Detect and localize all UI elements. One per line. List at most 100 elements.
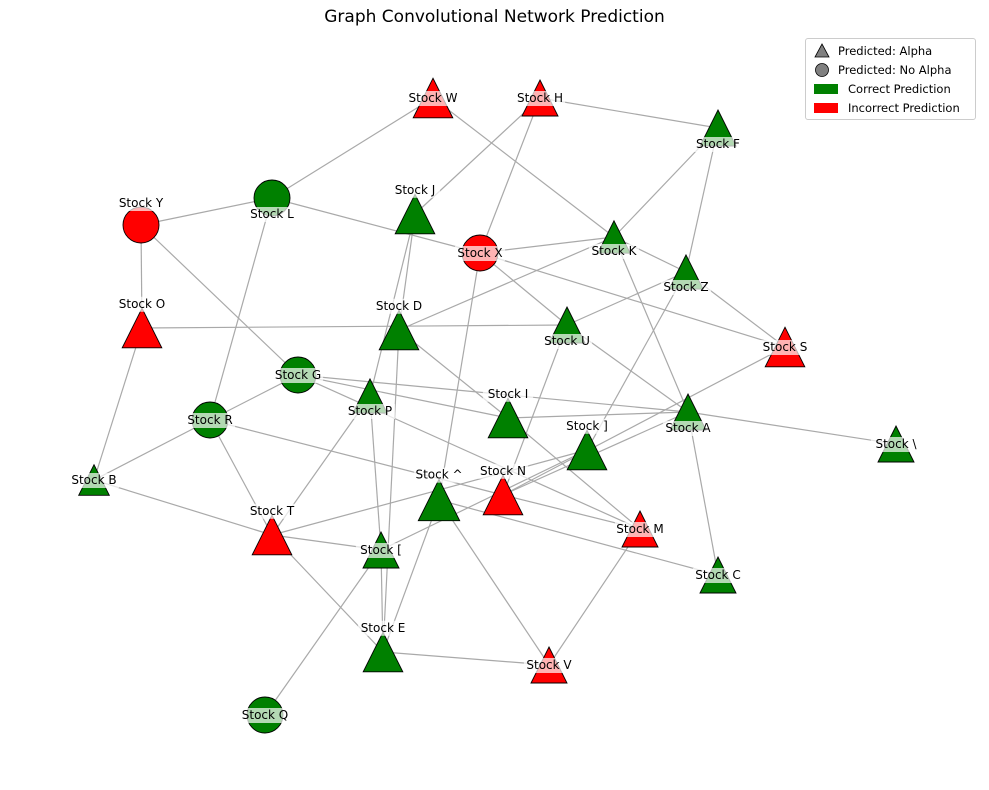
graph-edge	[140, 197, 273, 226]
graph-edge	[507, 411, 689, 419]
node-e: Stock E	[357, 620, 409, 673]
triangle-node-marker	[362, 631, 404, 673]
node-label: Stock Q	[242, 708, 288, 722]
graph-edge	[432, 97, 615, 238]
node-label-background	[660, 280, 712, 295]
node-label-background	[662, 421, 714, 436]
node-t: Stock T	[246, 503, 298, 556]
node-label: Stock H	[517, 91, 563, 105]
node-i: Stock I	[482, 386, 534, 439]
nodes-layer: Stock A Stock B Stock C Stock D Stock E Stock…	[68, 77, 922, 734]
graph-edge	[398, 236, 615, 331]
graph-edge	[613, 236, 687, 273]
node-label-background	[407, 91, 459, 106]
node-label-background	[870, 437, 922, 452]
graph-edge	[93, 327, 143, 481]
node-label: Stock X	[457, 246, 502, 260]
node-label: Stock G	[275, 368, 321, 382]
node-label: Stock U	[544, 334, 590, 348]
graph-edge	[297, 374, 509, 419]
graph-edge	[369, 395, 382, 551]
node-label-background	[373, 298, 425, 314]
node-label-background	[454, 246, 506, 261]
triangle-node-marker	[378, 309, 420, 351]
node-label-background	[588, 244, 640, 259]
legend-item-no-alpha: Predicted: No Alpha	[814, 61, 952, 79]
node-label: Stock O	[119, 297, 165, 311]
node-label: Stock ^	[415, 468, 462, 482]
triangle-node-marker	[251, 514, 293, 556]
node-label-background	[561, 418, 613, 434]
graph-edge	[687, 411, 719, 576]
node-j: Stock J	[389, 182, 441, 235]
node-label: Stock D	[376, 299, 422, 313]
legend: Predicted: Alpha Predicted: No Alpha Cor…	[805, 38, 976, 120]
triangle-marker-icon	[814, 43, 830, 58]
node-f: Stock F	[692, 108, 744, 152]
node-label: Stock V	[526, 658, 572, 672]
graph-edge	[271, 97, 434, 199]
node-label: Stock N	[480, 464, 526, 478]
node-label-background	[184, 413, 236, 428]
graph-edge	[264, 549, 382, 716]
node-label: Stock T	[250, 504, 295, 518]
node-v: Stock V	[523, 645, 575, 684]
graph-edge	[687, 411, 897, 445]
node-label-background	[541, 334, 593, 349]
node-k: Stock K	[588, 219, 640, 259]
node-y: Stock Y	[115, 196, 167, 244]
node-label-background	[692, 568, 744, 583]
legend-alpha-label: Predicted: Alpha	[838, 44, 933, 58]
graph-edge	[479, 252, 786, 348]
graph-edge	[209, 419, 504, 496]
graph-edge	[93, 479, 273, 536]
chart-title: Graph Convolutional Network Prediction	[324, 7, 665, 27]
graph-edge	[297, 374, 641, 530]
graph-edge	[507, 417, 641, 530]
node-s: Stock S	[759, 326, 811, 368]
node-label: Stock B	[71, 473, 116, 487]
triangle-node-marker	[121, 307, 163, 349]
node-w: Stock W	[407, 77, 459, 119]
node-label: Stock W	[409, 91, 458, 105]
graph-edge	[539, 97, 719, 129]
node-b: Stock B	[68, 463, 120, 496]
triangle-node-marker	[417, 478, 461, 522]
node-caret: Stock ^	[413, 467, 465, 522]
node-label-background	[614, 522, 666, 537]
triangle-node-marker	[482, 474, 524, 516]
node-label: Stock I	[488, 387, 529, 401]
node-label: Stock K	[592, 244, 638, 258]
node-label: Stock C	[695, 568, 740, 582]
node-label-background	[523, 658, 575, 673]
node-label-background	[482, 386, 534, 402]
node-n: Stock N	[477, 463, 529, 516]
node-c: Stock C	[692, 555, 744, 594]
node-label-background	[355, 543, 407, 558]
node-p: Stock P	[344, 377, 396, 419]
node-label-background	[115, 196, 167, 211]
node-label: Stock Z	[663, 280, 708, 294]
graph-edge	[380, 449, 588, 551]
graph-edge	[613, 236, 689, 413]
node-label: Stock \	[875, 437, 917, 451]
node-label: Stock P	[348, 404, 392, 418]
graph-edge	[548, 528, 641, 666]
node-r: Stock R	[184, 401, 236, 439]
node-u: Stock U	[541, 305, 593, 349]
node-z: Stock Z	[660, 253, 712, 295]
graph-edge	[438, 252, 481, 501]
graph-edge	[502, 346, 786, 496]
legend-item-correct: Correct Prediction	[814, 80, 951, 98]
triangle-node-marker	[566, 429, 608, 471]
node-label-background	[389, 182, 441, 198]
node-m: Stock M	[614, 509, 666, 548]
circle-marker-icon	[815, 63, 829, 77]
node-label-background	[246, 503, 298, 519]
legend-no-alpha-label: Predicted: No Alpha	[838, 63, 952, 77]
graph-edge	[209, 197, 273, 421]
graph-edge	[438, 499, 550, 666]
triangle-node-marker	[394, 193, 436, 235]
node-label-background	[692, 137, 744, 152]
